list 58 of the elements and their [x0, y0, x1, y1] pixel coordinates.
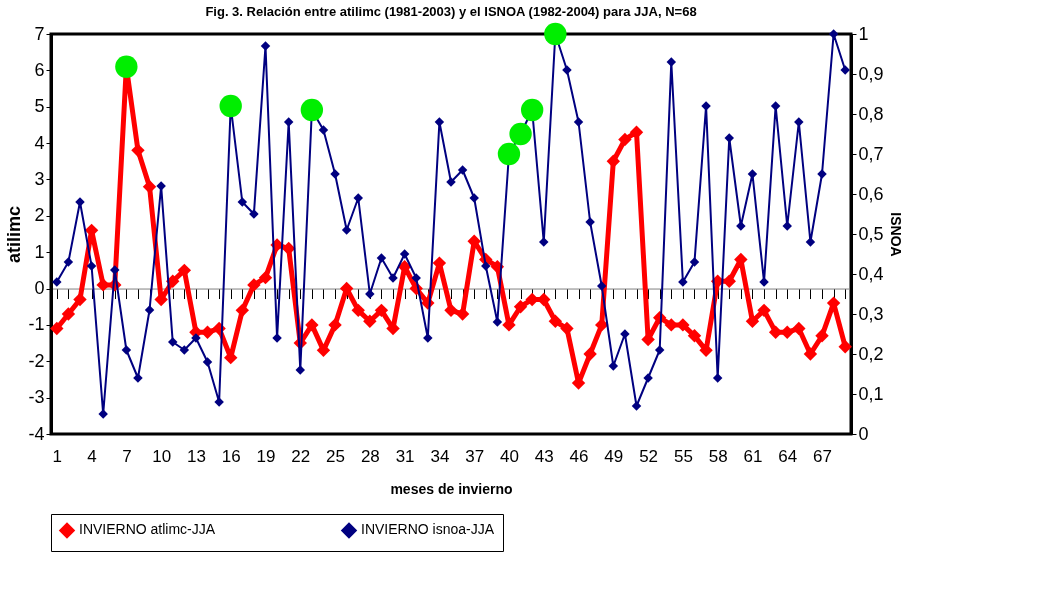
x-tick-label: 25	[326, 446, 346, 466]
y-tick-label: -4	[28, 423, 45, 444]
x-tick-label: 1	[52, 446, 63, 466]
y2-tick-label: 0,3	[858, 303, 884, 324]
x-tick-label: 43	[534, 446, 554, 466]
x-tick-label: 52	[639, 446, 659, 466]
x-tick-label: 22	[291, 446, 311, 466]
x-tick-label: 58	[708, 446, 728, 466]
y-tick-label: -2	[28, 350, 45, 371]
chart-title: Fig. 3. Relación entre atilimc (1981-2003) y el ISNOA (1982-2004) para JJA, N=68	[205, 3, 697, 19]
point	[509, 122, 532, 146]
x-tick-label: 34	[430, 446, 450, 466]
point	[219, 94, 242, 118]
y-tick-label: 4	[34, 132, 45, 153]
y2-tick-label: 0,6	[858, 183, 884, 204]
y-tick-label: 7	[34, 23, 45, 44]
y-tick-label: -1	[28, 314, 45, 335]
x-tick-label: 10	[152, 446, 172, 466]
x-axis-title: meses de invierno	[390, 480, 513, 497]
point	[300, 98, 324, 122]
x-tick-label: 13	[186, 446, 206, 466]
y2-tick-label: 0,1	[858, 383, 884, 404]
point	[497, 142, 521, 166]
y2-tick-label: 0,9	[858, 63, 884, 84]
x-tick-label: 4	[87, 446, 97, 466]
y2-tick-label: 0,7	[858, 143, 884, 164]
x-tick-label: 7	[122, 446, 132, 466]
y2-tick-label: 0	[858, 423, 869, 444]
y-tick-label: 0	[34, 278, 45, 299]
y-tick-label: 6	[34, 59, 45, 80]
y-tick-label: 5	[34, 96, 45, 117]
y2-tick-label: 1	[858, 23, 869, 44]
y-tick-label: -3	[28, 387, 45, 408]
x-tick-label: 64	[778, 446, 798, 466]
x-tick-label: 28	[360, 446, 380, 466]
legend-label: INVIERNO atlimc-JJA	[79, 521, 216, 538]
legend-label: INVIERNO isnoa-JJA	[361, 521, 495, 538]
x-tick-label: 40	[500, 446, 519, 466]
x-tick-label: 31	[395, 446, 415, 466]
y2-tick-label: 0,8	[858, 103, 884, 124]
point	[520, 98, 544, 122]
y-tick-label: 2	[34, 205, 45, 226]
y2-tick-label: 0,5	[858, 223, 884, 244]
x-tick-label: 46	[569, 446, 589, 466]
y2-tick-label: 0,4	[858, 263, 884, 284]
x-tick-label: 16	[221, 446, 241, 466]
y2-axis-title: ISNOA	[887, 212, 904, 257]
y-axis-title: atilimc	[4, 205, 25, 264]
y-tick-label: 1	[34, 241, 45, 262]
x-tick-label: 67	[813, 446, 832, 466]
y-tick-label: 3	[34, 168, 45, 189]
x-tick-label: 49	[604, 446, 624, 466]
x-tick-label: 55	[673, 446, 693, 466]
y2-tick-label: 0,2	[858, 343, 884, 364]
x-tick-label: 19	[256, 446, 276, 466]
point	[544, 22, 567, 46]
x-tick-label: 61	[743, 446, 763, 466]
x-tick-label: 37	[465, 446, 485, 466]
